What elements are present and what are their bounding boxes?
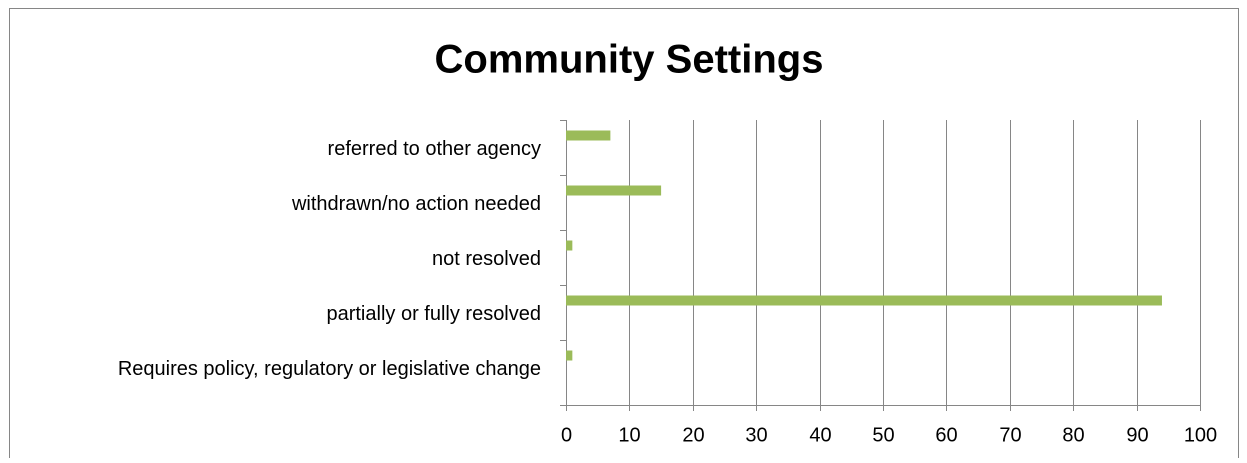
x-tick-label: 30 [745,424,767,446]
x-tick-label: 0 [561,424,572,446]
x-tick-label: 90 [1126,424,1148,446]
x-tick-label: 80 [1062,424,1084,446]
x-tick-label: 20 [682,424,704,446]
x-tick-label: 70 [999,424,1021,446]
x-tick-label: 60 [935,424,957,446]
x-tick-label: 50 [872,424,894,446]
y-tick-label: partially or fully resolved [326,303,541,325]
chart-border [9,8,1239,463]
y-tick-label: withdrawn/no action needed [291,193,541,215]
chart-title: Community Settings [435,38,824,82]
x-tick-label: 10 [618,424,640,446]
y-tick-label: Requires policy, regulatory or legislati… [118,358,541,380]
y-tick-label: referred to other agency [328,138,541,160]
x-tick-label: 100 [1184,424,1217,446]
bar [566,350,573,361]
y-tick-label: not resolved [432,248,541,270]
x-tick-label: 40 [809,424,831,446]
bar [566,185,662,196]
bar [566,130,611,141]
bar [566,240,573,251]
bar [566,295,1162,306]
